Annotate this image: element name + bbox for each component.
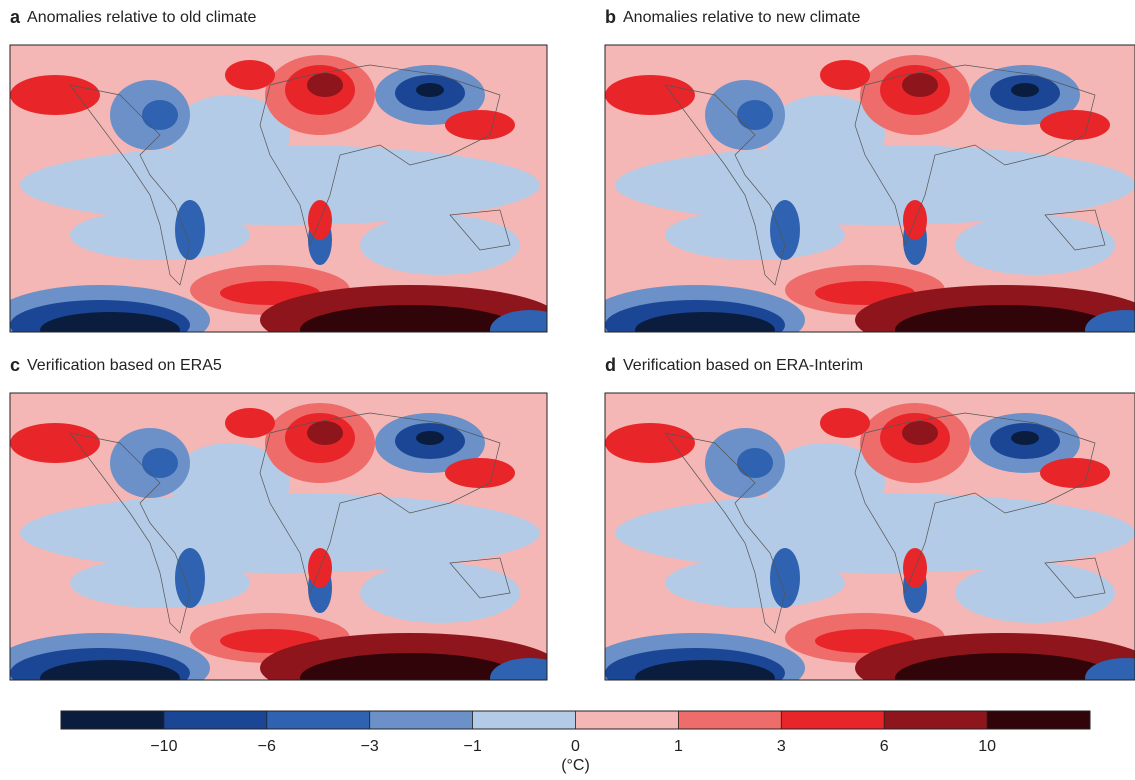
colorbar-segment bbox=[884, 711, 988, 729]
map bbox=[10, 45, 547, 332]
colorbar-tick-label: 3 bbox=[777, 738, 786, 755]
panel-title-text: Verification based on ERA5 bbox=[27, 357, 222, 374]
colorbar-segment bbox=[575, 711, 679, 729]
map-frame bbox=[604, 44, 1135, 333]
map-field bbox=[10, 393, 547, 680]
colorbar-tick-label: 6 bbox=[880, 738, 889, 755]
colorbar-segment bbox=[61, 711, 165, 729]
panel-title: a Anomalies relative to old climate bbox=[10, 7, 257, 27]
colorbar-tick-label: −3 bbox=[361, 738, 379, 755]
colorbar-segment bbox=[266, 711, 371, 729]
colorbar-tick-label: 1 bbox=[674, 738, 683, 755]
panel-title: b Anomalies relative to new climate bbox=[605, 7, 861, 27]
colorbar-tick-label: 0 bbox=[571, 738, 580, 755]
colorbar-tick-label: 10 bbox=[978, 738, 996, 755]
colorbar-segment bbox=[781, 711, 885, 729]
colorbar-tick-label: −1 bbox=[463, 738, 481, 755]
panel: b Anomalies relative to new climate bbox=[604, 7, 1135, 333]
map bbox=[10, 393, 547, 680]
colorbar-segment bbox=[472, 711, 576, 729]
panel-letter: b bbox=[605, 7, 616, 27]
map bbox=[605, 393, 1135, 680]
map-field bbox=[10, 45, 547, 332]
panel: d Verification based on ERA-Interim bbox=[604, 355, 1135, 681]
colorbar-tick-label: −10 bbox=[150, 738, 177, 755]
colorbar: −10 −6 −3 −1 0 1 3 6 10(°C) bbox=[60, 710, 1091, 774]
panel: a Anomalies relative to old climate bbox=[9, 7, 548, 333]
colorbar-tick-label: −6 bbox=[258, 738, 276, 755]
panel-title-text: Anomalies relative to old climate bbox=[27, 9, 257, 26]
map bbox=[605, 45, 1135, 332]
colorbar-segment bbox=[987, 711, 1091, 729]
colorbar-segment bbox=[678, 711, 782, 729]
panel-letter: d bbox=[605, 355, 616, 375]
panel-title-text: Anomalies relative to new climate bbox=[623, 9, 861, 26]
map-frame bbox=[9, 392, 548, 681]
map-field bbox=[605, 45, 1135, 332]
panel-letter: a bbox=[10, 7, 21, 27]
panel-title: d Verification based on ERA-Interim bbox=[605, 355, 863, 375]
panel-title: c Verification based on ERA5 bbox=[10, 355, 222, 375]
panel-letter: c bbox=[10, 355, 20, 375]
colorbar-segment bbox=[369, 711, 474, 729]
colorbar-unit: (°C) bbox=[561, 757, 590, 774]
map-frame bbox=[604, 392, 1135, 681]
panel: c Verification based on ERA5 bbox=[9, 355, 548, 681]
map-field bbox=[605, 393, 1135, 680]
panel-title-text: Verification based on ERA-Interim bbox=[623, 357, 863, 374]
panels: a Anomalies relative to old climate b Anoma… bbox=[9, 7, 1135, 681]
map-frame bbox=[9, 44, 548, 333]
colorbar-segment bbox=[163, 711, 268, 729]
